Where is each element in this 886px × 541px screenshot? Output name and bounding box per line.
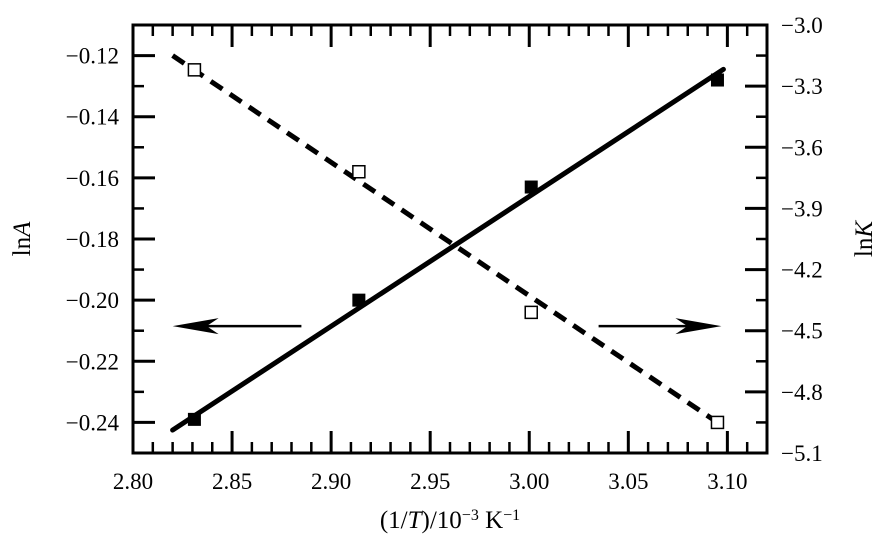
lnK-fit-line	[171, 53, 719, 425]
left-arrow-head	[172, 318, 219, 335]
y-right-tick-label: −3.6	[781, 135, 823, 160]
y-left-axis-label: lnA	[9, 221, 36, 256]
x-axis-label: (1/T)/10−3 K−1	[380, 507, 520, 535]
y-right-tick-label: −3.9	[781, 196, 823, 221]
y-left-tick-label: −0.24	[66, 410, 120, 435]
y-right-tick-label: −4.8	[781, 380, 823, 405]
y-right-tick-label: −4.2	[781, 258, 823, 283]
x-tick-label: 2.80	[113, 469, 153, 494]
y-left-tick-label: −0.20	[66, 288, 119, 313]
y-left-tick-label: −0.14	[66, 105, 120, 130]
lnA-point	[524, 180, 538, 194]
x-tick-label: 2.85	[212, 469, 252, 494]
lnA-fit-line	[170, 66, 726, 433]
x-tick-label: 3.05	[608, 469, 648, 494]
y-left-tick-label: −0.22	[66, 349, 119, 374]
lnK-point	[352, 164, 366, 179]
x-tick-label: 2.95	[410, 469, 450, 494]
x-tick-label: 2.90	[311, 469, 351, 494]
y-right-tick-label: −3.0	[781, 13, 823, 38]
lnA-point	[352, 293, 366, 307]
y-right-tick-label: −5.1	[781, 441, 823, 466]
y-right-tick-label: −3.3	[781, 74, 823, 99]
y-left-tick-label: −0.16	[66, 166, 119, 191]
right-arrow-head	[675, 318, 722, 335]
lnK-point	[524, 305, 538, 320]
lnK-point	[187, 63, 202, 77]
x-tick-label: 3.00	[509, 469, 549, 494]
y-right-tick-label: −4.5	[781, 319, 823, 344]
x-tick-label: 3.10	[707, 469, 747, 494]
y-left-tick-label: −0.12	[66, 44, 119, 69]
lnK-point	[710, 415, 725, 430]
y-right-axis-label: lnK	[851, 220, 878, 257]
lnA-point	[187, 412, 201, 426]
lnA-point	[710, 73, 724, 87]
y-left-tick-label: −0.18	[66, 227, 119, 252]
